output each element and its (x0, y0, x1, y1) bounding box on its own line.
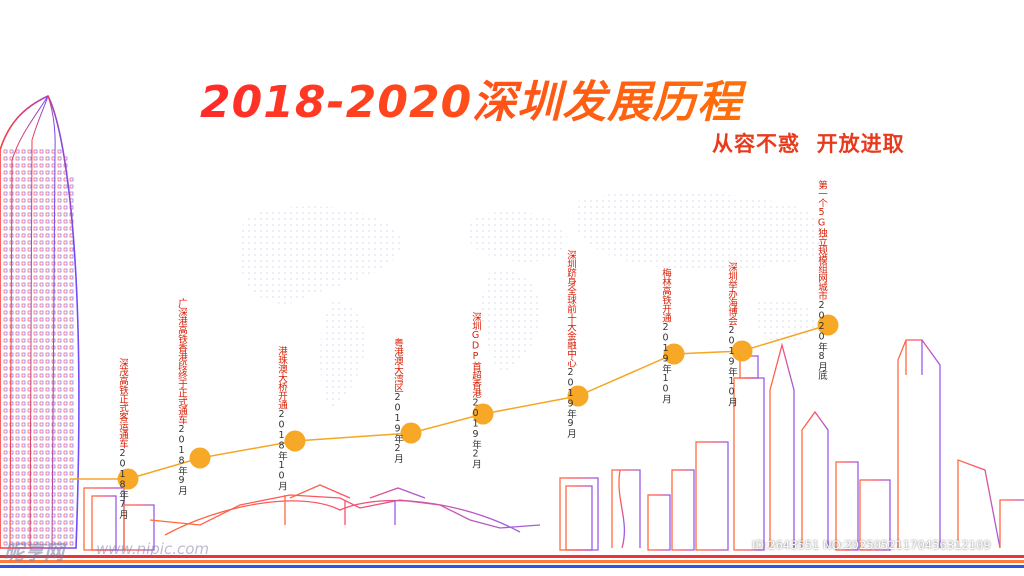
milestone-date: 2019年10月 (660, 322, 671, 403)
bottom-stripes (0, 555, 1024, 568)
milestone-date: 2019年9月 (565, 367, 576, 438)
milestone-label: 深圳GDP首超香港2019年2月 (470, 312, 481, 469)
timeline (70, 314, 839, 490)
milestone-dot (817, 314, 839, 336)
milestone-date: 2019年2月 (392, 392, 403, 463)
watermark-url: www.nipic.com (96, 540, 210, 558)
milestone-dot (663, 343, 685, 365)
world-map-dots-icon (238, 190, 829, 410)
milestone-event: 深圳GDP首超香港 (470, 312, 481, 398)
milestone-dot (117, 468, 139, 490)
milestone-event: 粤港澳大湾区 (392, 338, 403, 392)
milestone-event: 深圳举办海博会 (726, 262, 737, 325)
milestone-label: 第一个5G独立规模组网城市2020年8月底 (816, 180, 827, 380)
milestone-date: 2020年8月底 (816, 300, 827, 380)
milestone-event: 深圳跻身全球前十大金融中心 (565, 250, 576, 367)
milestone-dot (567, 385, 589, 407)
milestone-event: 港珠澳大桥开通 (276, 346, 287, 409)
city-skyline-icon (83, 330, 1024, 551)
milestone-label: 梅林高铁开通2019年10月 (660, 268, 671, 403)
milestone-date: 2018年9月 (176, 424, 187, 495)
milestone-dot (400, 422, 422, 444)
milestone-date: 2019年2月 (470, 397, 481, 469)
milestone-event: 梅林高铁开通 (660, 268, 671, 322)
milestone-label: 深茂高铁正式客运通车2018年7月 (117, 358, 128, 519)
milestone-label: 粤港澳大湾区2019年2月 (392, 338, 403, 463)
timeline-line (70, 324, 829, 480)
milestone-label: 深圳举办海博会2019年10月 (726, 262, 737, 406)
page-subtitle: 从容不惑 开放进取 (712, 132, 905, 156)
milestone-dot (189, 447, 211, 469)
milestone-event: 第一个5G独立规模组网城市 (816, 180, 827, 300)
milestone-event: 广深港高铁香港段终于正式通车 (176, 298, 187, 424)
watermark-logo-text: 昵享网 (4, 540, 64, 564)
skyscraper-tower-icon (0, 94, 80, 549)
milestone-dot (284, 430, 306, 452)
milestone-date: 2019年10月 (726, 325, 737, 406)
milestone-label: 广深港高铁香港段终于正式通车2018年9月 (176, 298, 187, 495)
milestone-date: 2018年7月 (117, 448, 128, 519)
page-title: 2018-2020深圳发展历程 (200, 66, 980, 130)
milestone-dot (731, 340, 753, 362)
milestone-date: 2018年10月 (276, 409, 287, 490)
milestone-event: 深茂高铁正式客运通车 (117, 358, 128, 448)
milestone-dot (472, 403, 494, 425)
watermark-id: ID:2643551 NO:20250521170456312109 (752, 538, 991, 552)
milestone-label: 深圳跻身全球前十大金融中心2019年9月 (565, 250, 576, 438)
milestone-label: 港珠澳大桥开通2018年10月 (276, 346, 287, 490)
